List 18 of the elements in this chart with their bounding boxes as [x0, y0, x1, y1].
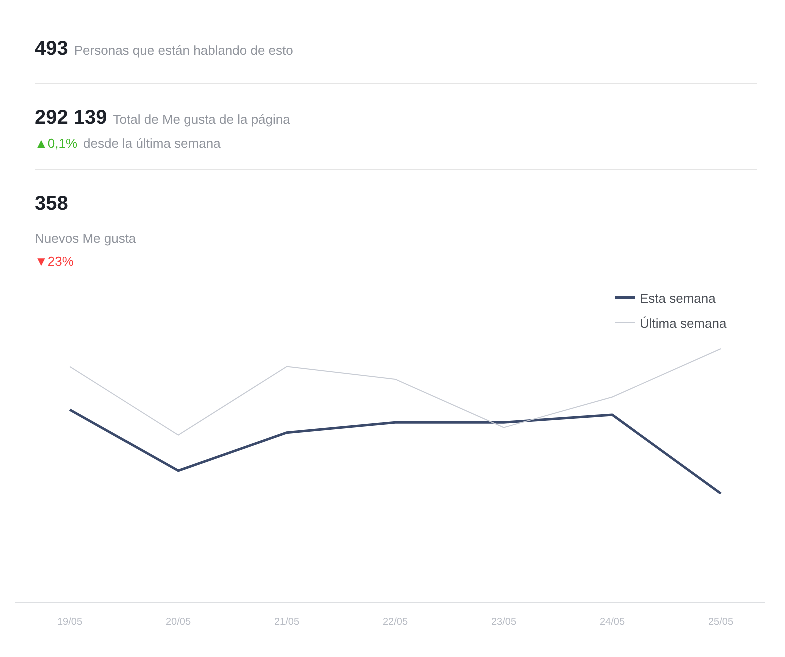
x-tick-label: 20/05 — [166, 617, 192, 628]
legend-label: Última semana — [640, 316, 728, 331]
text: desde la última semana — [84, 136, 222, 151]
text: Personas que están hablando de esto — [74, 43, 294, 58]
x-tick-label: 22/05 — [382, 617, 408, 628]
text: 493 — [35, 38, 68, 60]
text: 292 139 — [35, 107, 108, 129]
text: ▲0,1% — [35, 136, 78, 151]
text: ▼23% — [35, 254, 74, 269]
x-tick-label: 19/05 — [57, 617, 83, 628]
text: Nuevos Me gusta — [35, 231, 137, 246]
text: Total de Me gusta de la página — [113, 112, 292, 127]
text: 358 — [35, 193, 68, 215]
x-tick-label: 23/05 — [491, 617, 517, 628]
x-tick-label: 25/05 — [708, 617, 734, 628]
x-tick-label: 24/05 — [600, 617, 626, 628]
legend-label: Esta semana — [640, 291, 717, 306]
x-tick-label: 21/05 — [274, 617, 300, 628]
